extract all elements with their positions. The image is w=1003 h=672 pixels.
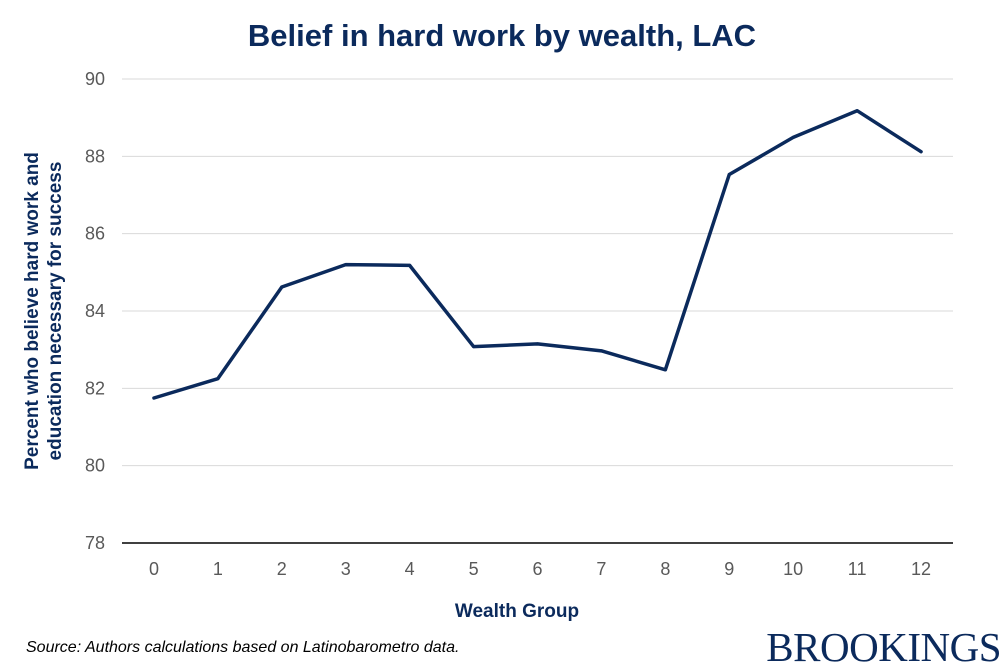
data-point — [408, 263, 412, 267]
x-tick-label: 8 — [660, 559, 670, 579]
series-line — [152, 108, 923, 400]
y-tick-label: 90 — [85, 69, 105, 89]
x-tick-label: 1 — [213, 559, 223, 579]
y-axis-title-line-2: education necessary for success — [45, 162, 66, 461]
x-tick-label: 5 — [469, 559, 479, 579]
y-tick-label: 86 — [85, 224, 105, 244]
data-point — [152, 396, 156, 400]
x-tick-label: 4 — [405, 559, 415, 579]
data-point — [472, 345, 476, 349]
data-point — [791, 135, 795, 139]
chart-title: Belief in hard work by wealth, LAC — [248, 18, 756, 53]
gridlines — [122, 78, 953, 467]
y-axis-title: Percent who believe hard work and educat… — [22, 152, 66, 470]
x-tick-label: 2 — [277, 559, 287, 579]
y-tick-label: 88 — [85, 146, 105, 166]
x-tick-label: 9 — [724, 559, 734, 579]
data-point — [727, 173, 731, 177]
y-tick-label: 82 — [85, 378, 105, 398]
data-point — [919, 150, 923, 154]
y-axis-ticks: 78 80 82 84 86 88 90 — [85, 69, 105, 553]
x-tick-label: 6 — [532, 559, 542, 579]
data-point — [599, 349, 603, 353]
y-tick-label: 80 — [85, 456, 105, 476]
x-tick-label: 7 — [596, 559, 606, 579]
data-point — [280, 285, 284, 289]
y-tick-label: 84 — [85, 301, 105, 321]
x-tick-label: 11 — [848, 559, 867, 579]
data-point — [855, 109, 859, 113]
y-axis-title-line-1: Percent who believe hard work and — [22, 152, 43, 470]
data-point — [344, 263, 348, 267]
x-tick-label: 0 — [149, 559, 159, 579]
data-point — [663, 368, 667, 372]
y-tick-label: 78 — [85, 533, 105, 553]
data-points — [152, 109, 923, 400]
brookings-logo: BROOKINGS — [766, 624, 1001, 670]
data-point — [536, 342, 539, 346]
x-tick-label: 12 — [911, 559, 931, 579]
x-axis-ticks: 0 1 2 3 4 5 6 7 8 9 10 11 12 — [149, 559, 931, 579]
source-note: Source: Authors calculations based on La… — [26, 639, 459, 656]
x-axis-title: Wealth Group — [455, 601, 579, 622]
data-point — [216, 377, 220, 381]
x-tick-label: 3 — [341, 559, 351, 579]
x-tick-label: 10 — [783, 559, 803, 579]
